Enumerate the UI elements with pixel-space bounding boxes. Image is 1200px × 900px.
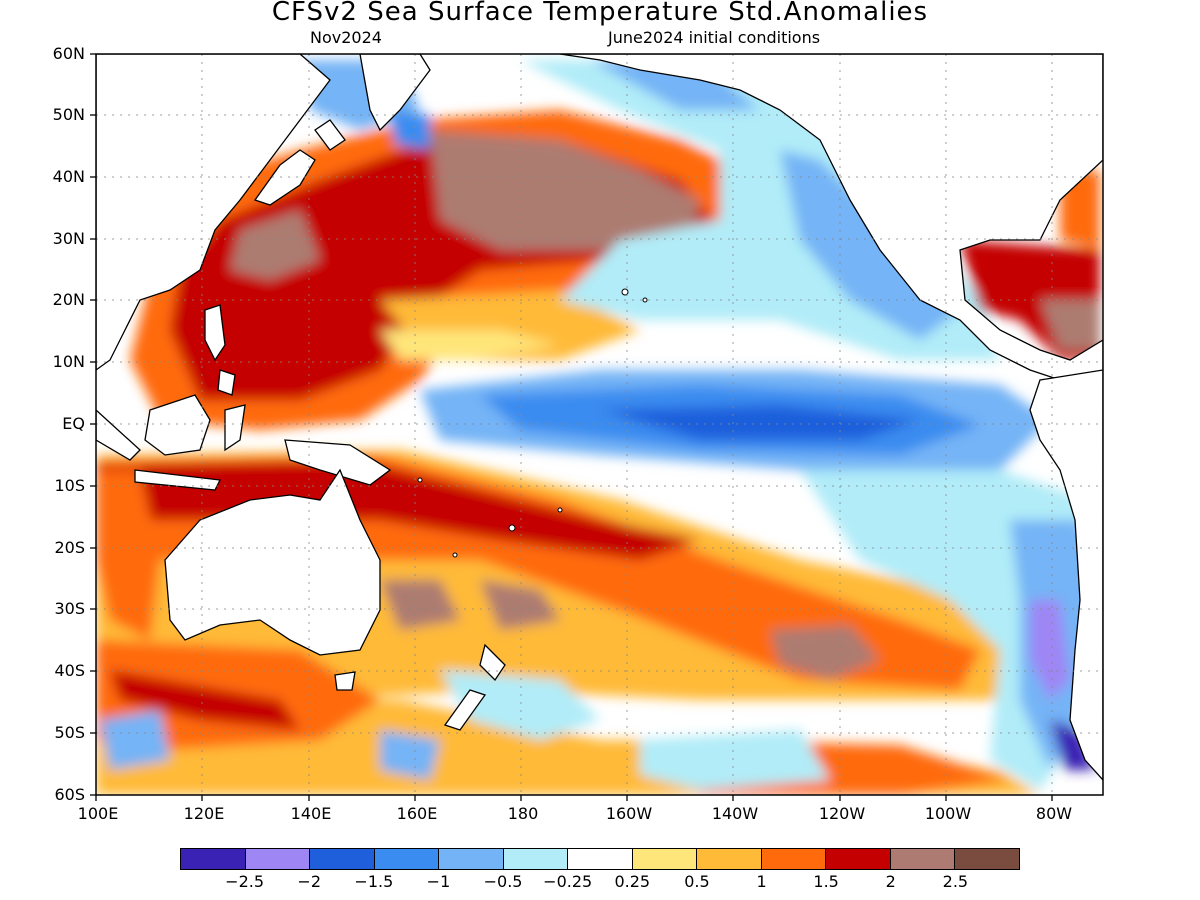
land-masses (96, 54, 1103, 781)
lat-label: 20N (52, 290, 85, 309)
color-scale-label: 0.25 (614, 872, 651, 891)
color-scale-label: 1.5 (813, 872, 839, 891)
color-scale-label: −2 (297, 872, 322, 891)
lat-label: 40N (52, 167, 85, 186)
color-scale-box (761, 849, 827, 869)
color-scale-label: 1 (756, 872, 767, 891)
chart-title: CFSv2 Sea Surface Temperature Std.Anomal… (271, 0, 929, 27)
color-scale-box (181, 849, 246, 869)
lon-label: 180 (507, 804, 539, 823)
lat-label: EQ (62, 414, 85, 433)
color-scale-box (697, 849, 762, 869)
color-scale-label: 0.5 (684, 872, 710, 891)
lat-label: 10N (52, 352, 85, 371)
lat-label: 10S (54, 476, 85, 495)
color-scale-box (826, 849, 891, 869)
lat-label: 30S (54, 599, 85, 618)
lat-label: 60S (54, 785, 85, 804)
color-scale-box (890, 849, 956, 869)
color-scale-label: −1.5 (354, 872, 394, 891)
lat-label: 20S (54, 538, 85, 557)
lon-label: 140E (290, 804, 332, 823)
color-scale-label: −1 (426, 872, 451, 891)
color-scale-box (568, 849, 633, 869)
color-scale-box (955, 849, 1019, 869)
islands (417, 288, 648, 558)
lon-label: 160E (396, 804, 438, 823)
lat-label: 30N (52, 229, 85, 248)
color-scale-label: −2.5 (225, 872, 265, 891)
color-scale-box (632, 849, 698, 869)
lat-label: 40S (54, 661, 85, 680)
lat-label: 50N (52, 105, 85, 124)
color-scale-box (374, 849, 440, 869)
color-scale-label: −0.5 (483, 872, 523, 891)
lat-label: 60N (52, 44, 85, 63)
color-scale-bar (180, 848, 1020, 870)
color-scale-label: −0.25 (543, 872, 593, 891)
init-conditions-label: June2024 initial conditions (608, 28, 821, 47)
axis-ticks (90, 53, 1053, 801)
lon-label: 120W (818, 804, 866, 823)
lon-label: 80W (1035, 804, 1073, 823)
lat-label: 50S (54, 723, 85, 742)
color-scale-label: 2.5 (942, 872, 969, 891)
color-scale-box (245, 849, 311, 869)
color-scale-box (310, 849, 375, 869)
lon-label: 100W (924, 804, 972, 823)
lon-label: 140W (711, 804, 759, 823)
lon-label: 120E (183, 804, 225, 823)
color-scale-box (503, 849, 569, 869)
valid-month-label: Nov2024 (310, 28, 382, 47)
gridlines (96, 54, 1103, 795)
lon-label: 160W (605, 804, 653, 823)
lon-label: 100E (77, 804, 119, 823)
color-scale-label: 2 (885, 872, 896, 891)
anomaly-field (96, 54, 1103, 795)
color-scale-box (439, 849, 504, 869)
